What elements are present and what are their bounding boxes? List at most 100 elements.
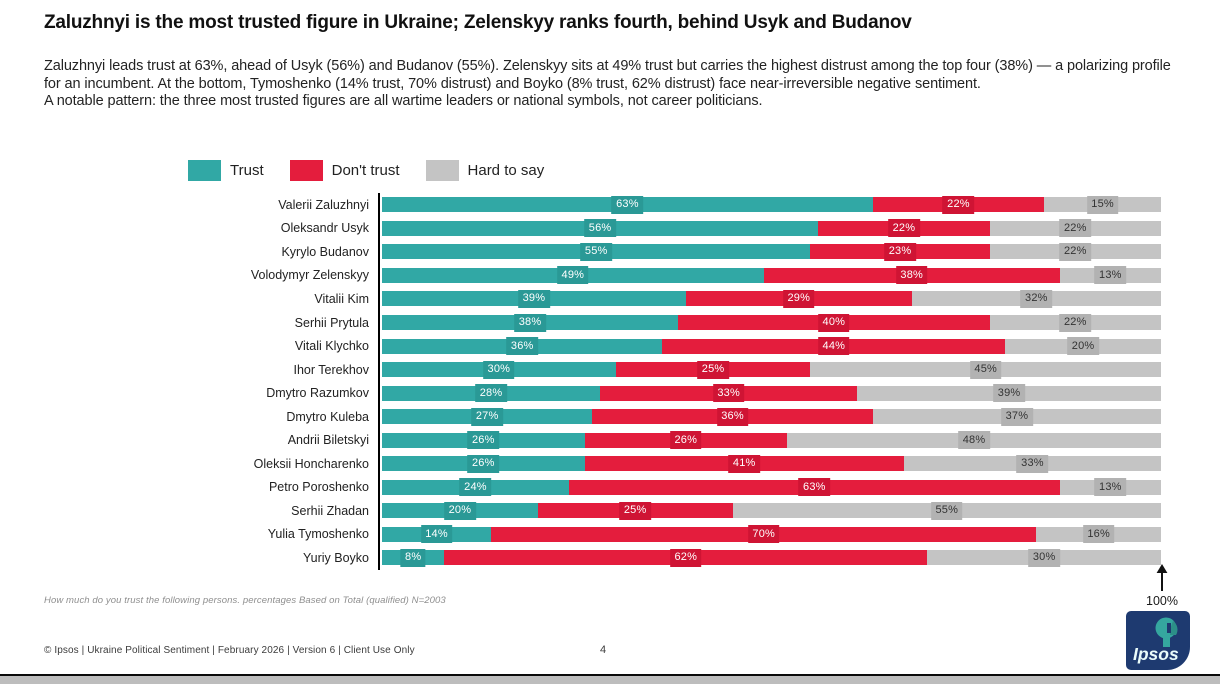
bar-segment: 26% (584, 431, 788, 450)
bar-segment: 36% (382, 337, 663, 356)
segment-value-label: 22% (942, 195, 975, 214)
row-label: Andrii Biletskyi (287, 433, 369, 448)
bar-segment: 22% (989, 242, 1161, 261)
bar-segment: 44% (662, 337, 1006, 356)
bar-segment: 13% (1059, 478, 1161, 497)
segment-value-label: 13% (1094, 478, 1127, 497)
legend-label: Hard to say (467, 162, 545, 179)
axis-100-annotation: 100% (1134, 564, 1190, 608)
bar-segment: 16% (1036, 525, 1161, 544)
legend-item: Trust (188, 160, 264, 181)
bar-segment: 20% (1005, 337, 1161, 356)
row-bars: 55% 23% 22% (382, 242, 1161, 261)
bar-segment: 30% (382, 360, 616, 379)
segment-value-label: 26% (467, 454, 500, 473)
segment-value-label: 45% (969, 360, 1002, 379)
bar-segment: 26% (382, 454, 585, 473)
legend-swatch-icon (188, 160, 221, 181)
segment-value-label: 26% (467, 431, 500, 450)
legend-swatch-icon (289, 160, 323, 181)
bar-segment: 36% (592, 407, 873, 426)
segment-value-label: 30% (483, 360, 515, 379)
svg-text:Ipsos: Ipsos (1133, 644, 1179, 664)
row-bars: 27% 36% 37% (382, 407, 1161, 426)
legend-label: Trust (230, 162, 264, 179)
row-bars: 28% 33% 39% (382, 384, 1161, 403)
bar-segment: 45% (810, 360, 1161, 379)
segment-value-label: 38% (514, 313, 546, 332)
bar-segment: 22% (872, 195, 1045, 214)
segment-value-label: 14% (420, 525, 453, 544)
segment-value-label: 8% (400, 548, 426, 567)
segment-value-label: 27% (471, 407, 503, 426)
bar-segment: 29% (685, 289, 912, 308)
window-bottom-strip (0, 676, 1220, 684)
row-label: Oleksii Honcharenko (253, 456, 369, 471)
bar-segment: 20% (382, 501, 538, 520)
row-label: Dmytro Razumkov (266, 386, 369, 401)
footer-copyright: © Ipsos | Ukraine Political Sentiment | … (44, 645, 415, 656)
chart-legend: Trust Don't trust Hard to say (188, 160, 544, 181)
chart-row: Dmytro Razumkov 28% 33% 39% (44, 381, 1164, 405)
segment-value-label: 28% (475, 384, 507, 403)
row-label: Vitali Klychko (294, 339, 369, 354)
bar-segment: 39% (382, 289, 686, 308)
segment-value-label: 40% (818, 313, 850, 332)
bar-segment: 30% (927, 548, 1161, 567)
row-bars: 49% 38% 13% (382, 266, 1161, 285)
row-label: Vitalii Kim (314, 291, 369, 306)
segment-value-label: 16% (1082, 525, 1115, 544)
segment-value-label: 49% (557, 266, 589, 285)
segment-value-label: 36% (716, 407, 749, 426)
row-label: Valerii Zaluzhnyi (278, 197, 369, 212)
axis-100-label: 100% (1146, 594, 1178, 608)
row-label: Serhii Prytula (294, 315, 369, 330)
row-bars: 24% 63% 13% (382, 478, 1161, 497)
bar-segment: 27% (382, 407, 593, 426)
bar-segment: 23% (810, 242, 990, 261)
bar-segment: 22% (818, 219, 990, 238)
bar-segment: 38% (763, 266, 1060, 285)
bar-segment: 25% (537, 501, 733, 520)
row-label: Serhii Zhadan (291, 503, 369, 518)
row-label: Yulia Tymoshenko (267, 527, 369, 542)
chart-axis-line (378, 193, 380, 570)
segment-value-label: 38% (895, 266, 928, 285)
row-label: Yuriy Boyko (302, 550, 369, 565)
segment-value-label: 37% (1001, 407, 1033, 426)
bar-segment: 33% (600, 384, 858, 403)
row-bars: 26% 41% 33% (382, 454, 1161, 473)
segment-value-label: 39% (518, 289, 550, 308)
chart-row: Vitalii Kim 39% 29% 32% (44, 287, 1164, 311)
chart-row: Petro Poroshenko 24% 63% 13% (44, 476, 1164, 500)
segment-value-label: 41% (728, 454, 761, 473)
segment-value-label: 36% (506, 337, 539, 356)
row-bars: 30% 25% 45% (382, 360, 1161, 379)
row-bars: 56% 22% 22% (382, 219, 1161, 238)
ipsos-logo: Ipsos (1126, 611, 1190, 671)
segment-value-label: 70% (747, 525, 780, 544)
chart-row: Ihor Terekhov 30% 25% 45% (44, 358, 1164, 382)
segment-value-label: 30% (1028, 548, 1060, 567)
segment-value-label: 48% (958, 431, 990, 450)
row-label: Oleksandr Usyk (280, 221, 369, 236)
segment-value-label: 22% (1059, 219, 1092, 238)
segment-value-label: 39% (993, 384, 1025, 403)
segment-value-label: 22% (888, 219, 920, 238)
bar-segment: 55% (732, 501, 1161, 520)
bar-segment: 32% (911, 289, 1161, 308)
segment-value-label: 20% (1067, 337, 1099, 356)
page-number: 4 (600, 644, 607, 656)
subtitle-para-1: Zaluzhnyi leads trust at 63%, ahead of U… (44, 58, 1171, 92)
chart-row: Oleksandr Usyk 56% 22% 22% (44, 217, 1164, 241)
bar-segment: 15% (1044, 195, 1161, 214)
bar-segment: 48% (787, 431, 1161, 450)
bar-segment: 49% (382, 266, 764, 285)
segment-value-label: 55% (930, 501, 963, 520)
segment-value-label: 33% (712, 384, 745, 403)
bar-segment: 63% (382, 195, 873, 214)
chart-row: Andrii Biletskyi 26% 26% 48% (44, 428, 1164, 452)
bar-segment: 8% (382, 548, 445, 567)
segment-value-label: 55% (580, 242, 613, 261)
